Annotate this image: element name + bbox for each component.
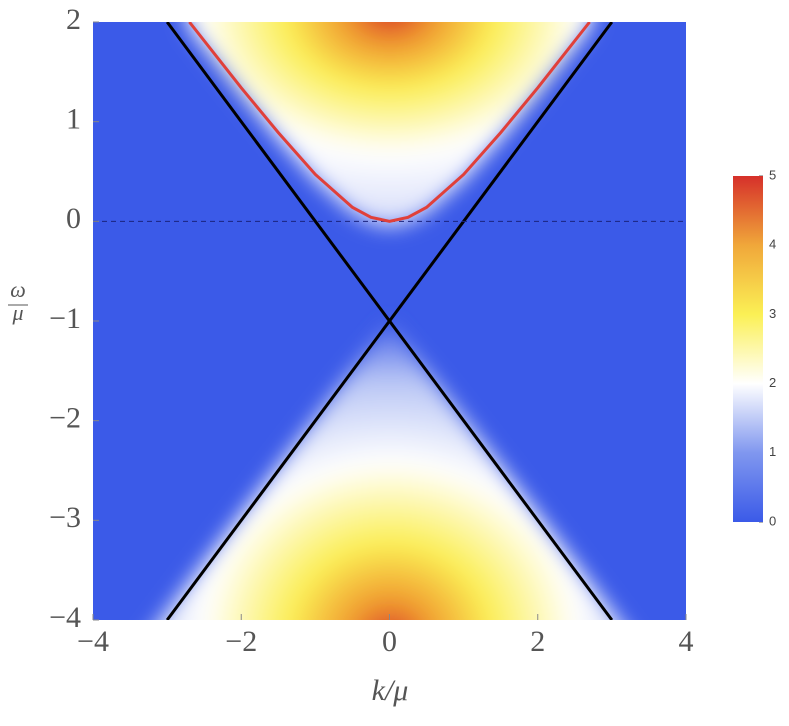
colorbar-tick-label: 0: [769, 513, 776, 528]
x-tick-label: 2: [530, 625, 545, 658]
colorbar: [733, 176, 763, 522]
y-tick-label: 1: [66, 103, 81, 136]
colorbar-tick-label: 2: [769, 375, 776, 390]
overlay-line: [188, 22, 591, 223]
x-tick-label: 4: [679, 625, 694, 658]
y-tick-label: 2: [66, 3, 81, 36]
lower-glow: [160, 321, 619, 620]
colorbar-tick-label: 3: [769, 306, 776, 321]
y-tick-label: 0: [66, 202, 81, 235]
colorbar-tick-label: 1: [769, 444, 776, 459]
y-tick-label: −1: [49, 302, 81, 335]
y-tick-label: −2: [49, 402, 81, 435]
y-axis-label-denominator: μ: [11, 300, 23, 325]
x-axis-label: k/μ: [372, 674, 409, 707]
x-tick-label: −2: [225, 625, 257, 658]
colorbar-tick-label: 5: [769, 167, 776, 182]
y-tick-label: −4: [49, 601, 81, 634]
y-tick-label: −3: [49, 501, 81, 534]
x-tick-label: −4: [77, 625, 109, 658]
density-field: [93, 22, 686, 620]
x-tick-label: 0: [382, 625, 397, 658]
colorbar-tick-label: 4: [769, 237, 776, 252]
upper-glow: [187, 22, 592, 228]
y-axis-label-numerator: ω: [10, 277, 26, 302]
overlay-line: [165, 22, 614, 620]
